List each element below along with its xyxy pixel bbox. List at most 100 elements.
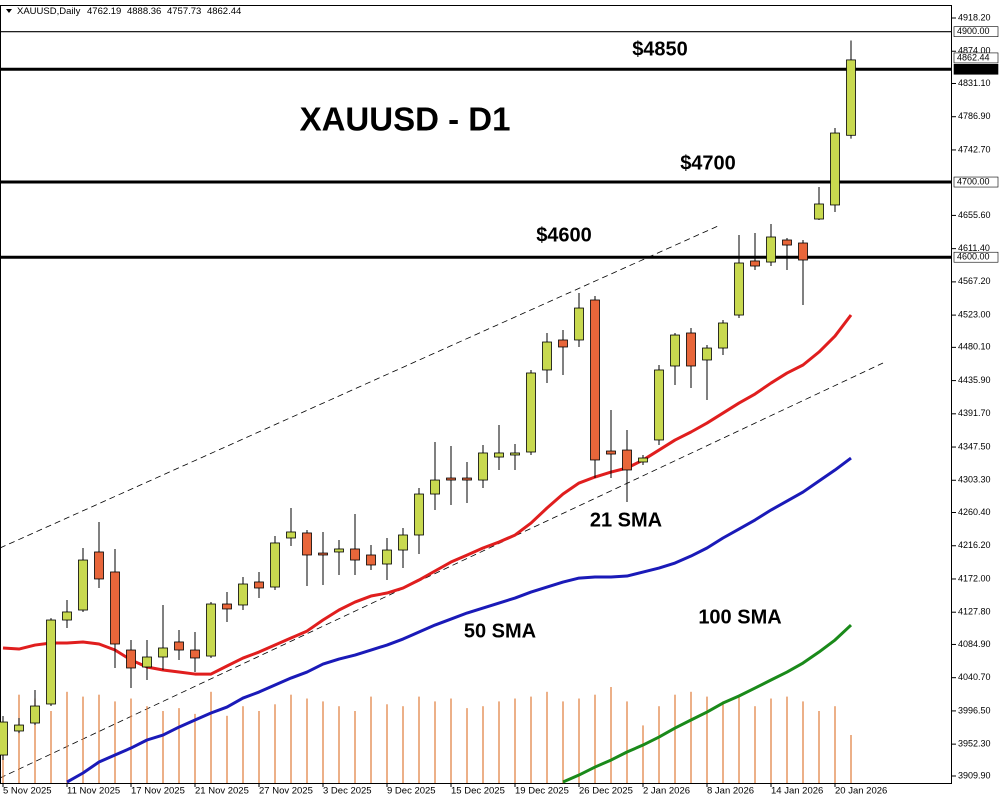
- candle-body: [670, 334, 680, 367]
- level-box: [953, 63, 999, 75]
- level-label: 4600.00: [957, 252, 990, 262]
- candle-body: [206, 603, 216, 657]
- candle-body: [350, 548, 360, 561]
- candle-body: [462, 477, 472, 481]
- candle-body: [14, 724, 24, 732]
- candle-body: [382, 549, 392, 565]
- candle-body: [46, 619, 56, 705]
- level-box: [953, 26, 999, 37]
- candle-body: [270, 542, 280, 588]
- y-tick-label: 4523.00: [958, 309, 991, 319]
- candle-body: [590, 299, 600, 461]
- candle-body: [302, 532, 312, 556]
- y-tick-label: 4786.90: [958, 111, 991, 121]
- candle-body: [398, 534, 408, 551]
- annotation-layer: 21 SMA 50 SMA 100 SMA $4850 $4700 $4600: [464, 38, 782, 642]
- channel-upper: [0, 225, 719, 549]
- x-tick-label: 17 Nov 2025: [131, 786, 185, 797]
- levels-layer: [0, 31, 952, 259]
- sma-label: 100 SMA: [698, 606, 781, 628]
- x-tick-label: 20 Jan 2026: [835, 786, 887, 797]
- chart-title: XAUUSD - D1: [300, 101, 511, 138]
- y-tick-label: 4260.40: [958, 507, 991, 517]
- level-box: [953, 176, 999, 188]
- candle-body: [174, 641, 184, 651]
- y-tick-label: 4567.20: [958, 276, 991, 286]
- candle-body: [430, 479, 440, 495]
- sma-label: 50 SMA: [464, 620, 536, 642]
- candle-body: [654, 369, 664, 441]
- header: XAUUSD,Daily 4762.19 4888.36 4757.73 486…: [17, 6, 241, 17]
- x-tick-label: 15 Dec 2025: [451, 786, 505, 797]
- y-tick-label: 4303.30: [958, 475, 991, 485]
- y-tick-label: 4347.50: [958, 441, 991, 451]
- level-box: [953, 251, 999, 263]
- candle-body: [478, 452, 488, 481]
- candle-body: [558, 339, 568, 348]
- x-tick-label: 3 Dec 2025: [323, 786, 372, 797]
- x-tick-label: 5 Nov 2025: [3, 786, 52, 797]
- y-tick-label: 4172.00: [958, 573, 991, 583]
- candle-body: [542, 341, 552, 371]
- menu-triangle: [6, 9, 12, 13]
- candle-body: [766, 236, 776, 263]
- sma-label: 21 SMA: [590, 509, 662, 531]
- candle-body: [222, 603, 232, 610]
- candle-body: [702, 347, 712, 361]
- y-tick-label: 3952.30: [958, 739, 991, 749]
- candle-body: [286, 531, 296, 539]
- candle-body: [158, 647, 168, 658]
- candle-body: [846, 59, 856, 136]
- x-tick-label: 27 Nov 2025: [259, 786, 313, 797]
- y-tick-label: 4391.70: [958, 408, 991, 418]
- y-tick-label: 4655.60: [958, 210, 991, 220]
- candle-body: [254, 581, 264, 589]
- candle-body: [574, 307, 584, 341]
- candle-body: [750, 260, 760, 267]
- header-open: 4762.19: [87, 6, 121, 17]
- level-label: 4700.00: [957, 176, 990, 186]
- candle-body: [718, 322, 728, 349]
- y-tick-label: 3909.90: [958, 770, 991, 780]
- level-label: 4850.00: [957, 64, 990, 74]
- candle-body: [526, 372, 536, 453]
- candle-body: [622, 449, 632, 471]
- y-tick-label: 4874.00: [958, 46, 991, 56]
- candle-body: [94, 551, 104, 580]
- y-tick-label: 4084.90: [958, 639, 991, 649]
- x-tick-label: 19 Dec 2025: [515, 786, 569, 797]
- candle-body: [606, 450, 616, 455]
- header-high: 4888.36: [127, 6, 161, 17]
- candle-body: [78, 559, 88, 611]
- y-tick-label: 4742.70: [958, 144, 991, 154]
- level-annotation: $4700: [680, 152, 736, 174]
- price-label: 4862.44: [957, 52, 990, 62]
- candle-body: [126, 649, 136, 669]
- y-tick-label: 4435.90: [958, 375, 991, 385]
- y-tick-label: 4611.40: [958, 243, 990, 253]
- candle-body: [190, 649, 200, 659]
- x-tick-label: 2 Jan 2026: [643, 786, 690, 797]
- candle-body: [414, 493, 424, 536]
- level-label: 4900.00: [957, 26, 990, 36]
- level-annotation: $4850: [632, 38, 688, 60]
- candle-body: [30, 705, 40, 724]
- y-tick-label: 4040.70: [958, 672, 991, 682]
- x-tick-label: 26 Dec 2025: [579, 786, 633, 797]
- x-tick-label: 11 Nov 2025: [67, 786, 120, 797]
- header-low: 4757.73: [167, 6, 201, 17]
- header-close: 4862.44: [207, 6, 241, 17]
- candle-body: [238, 583, 248, 606]
- candle-body: [446, 477, 456, 481]
- x-tick-label: 14 Jan 2026: [771, 786, 823, 797]
- y-tick-label: 4480.10: [958, 342, 991, 352]
- candle-body: [62, 611, 72, 621]
- price-box: [953, 52, 999, 64]
- candle-body: [830, 132, 840, 206]
- candle-body: [782, 239, 792, 246]
- sma-line: [562, 623, 853, 784]
- x-tick-label: 8 Jan 2026: [707, 786, 754, 797]
- y-tick-label: 4216.20: [958, 540, 991, 550]
- candle-body: [686, 332, 696, 367]
- candle-body: [110, 571, 120, 645]
